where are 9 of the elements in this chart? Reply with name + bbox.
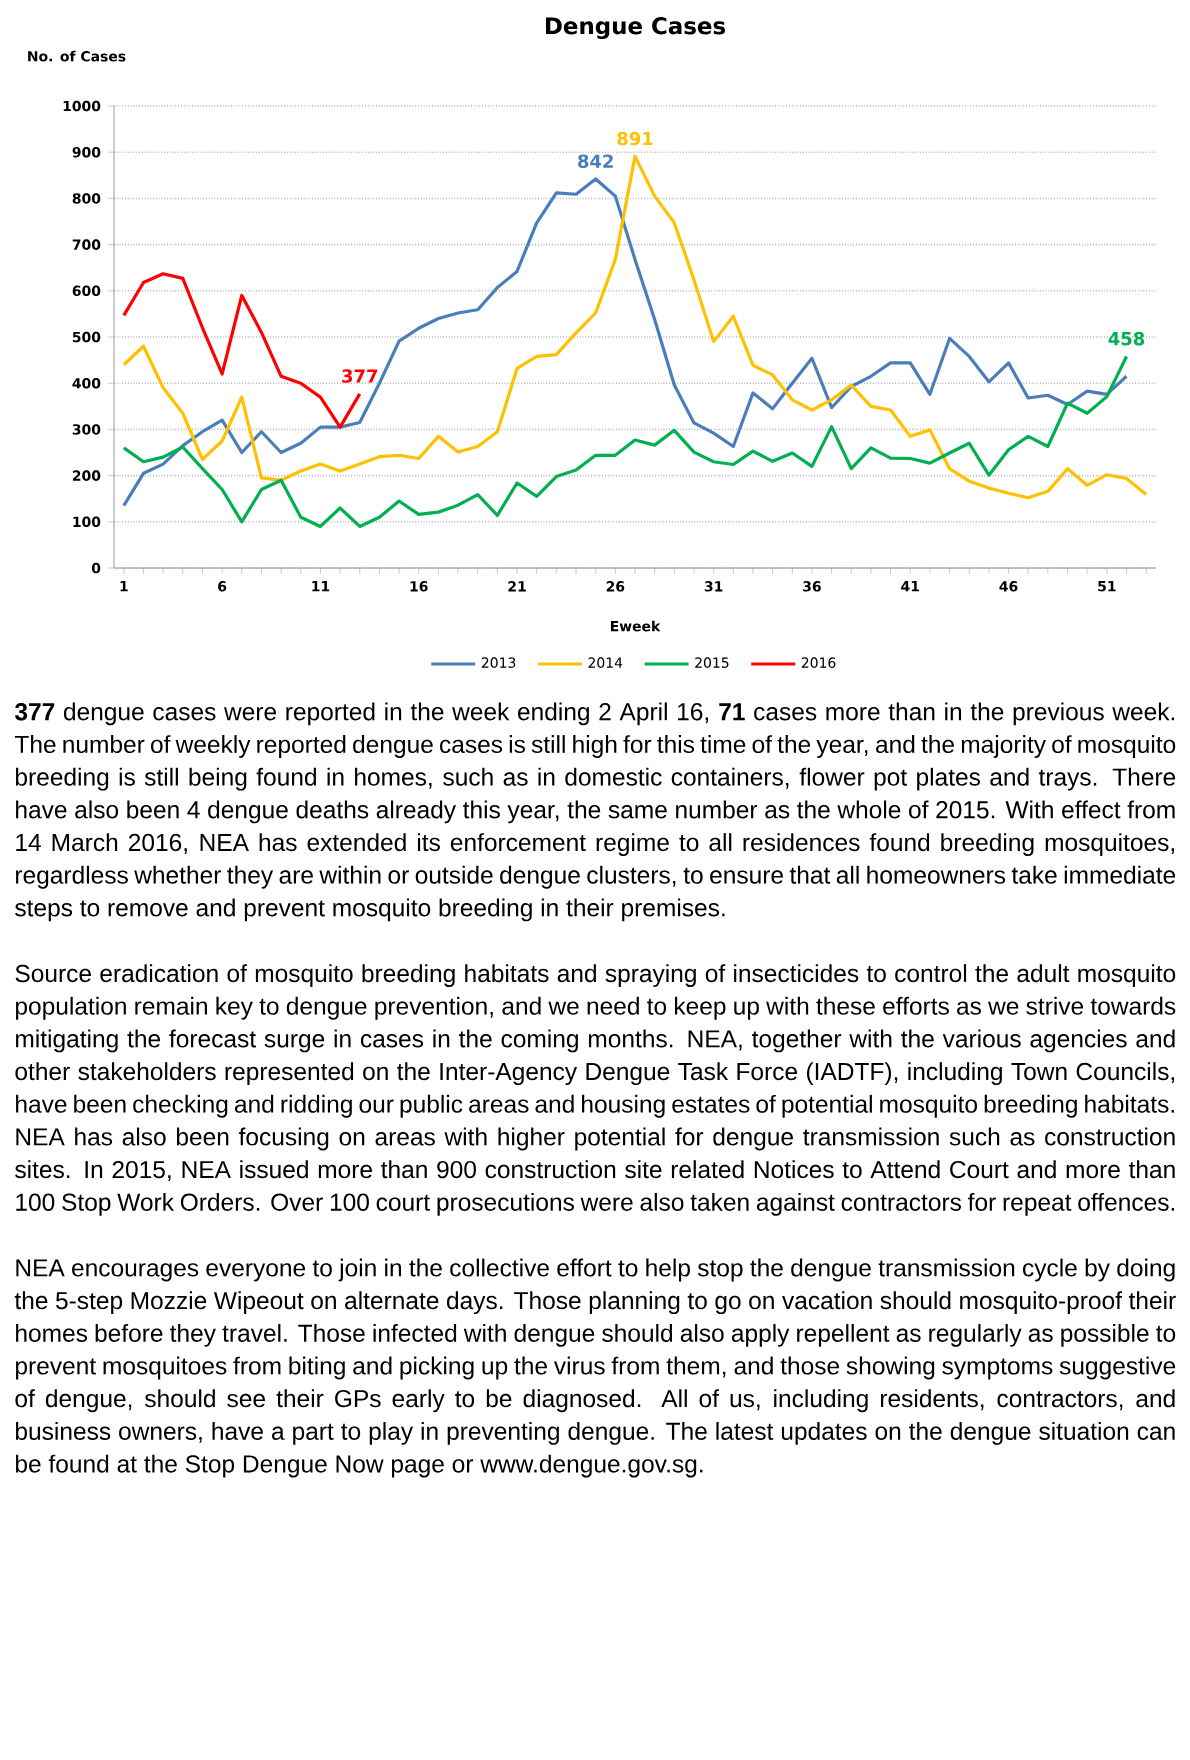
text: NEA encourages everyone to join in the collective effort to help stop the dengue transmission cycle by doing the 5-step Mozzie Wipeout on alternate days. Those planning to go on vacation should mosquito-proof their homes before they travel. Those infected with dengue should also apply repellent as regularly as possible to prevent mosquitoes from biting and picking up the virus from them, and those showing symptoms suggestive of dengue, should see their GPs early to be diagnosed. All of us, including residents, contractors, and business owners, have a part to play in preventing dengue. The latest updates on the dengue situation can be found at the Stop Dengue Now page or www.dengue.gov.sg. <box>14 1258 1176 1478</box>
line-series <box>122 354 1129 529</box>
source-note: Source eradication of mosquito breeding habitats and spraying of insecticides to control the adult mosquito population remain key to dengue prevention, and we need to keep up with these efforts as we strive towards mitigating the forecast surge in cases in the coming months. NEA, together with the various agencies and other stakeholders represented on the Inter-Agency Dengue Task Force (IADTF), including Town Councils, have been checking and ridding our public areas and housing estates of potential mosquito breeding habitats. NEA has also been focusing on areas with higher potential for dengue transmission such as construction sites. In 2015, NEA issued more than 900 construction site related Notices to Attend Court and more than 100 Stop Work Orders. Over 100 court prosecutions were also taken against contractors for repeat offences. <box>15 964 1176 1216</box>
chart-title: Dengue Cases <box>545 17 726 40</box>
text: 377 dengue cases were reported in the week ending 2 April 16, 71 cases more than in the previous week. The number of weekly reported dengue cases is still high for this time of the year, and the majority of mosquito breeding is still being found in homes, such as in domestic containers, flower pot plates and trays. There have also been 4 dengue deaths already this year, the same number as the whole of 2015. With effect from 14 March 2016, NEA has extended its enforcement regime to all residences found breeding mosquitoes, regardless whether they are within or outside dengue clusters, to ensure that all homeowners take immediate steps to remove and prevent mosquito breeding in their premises. <box>14 702 1176 922</box>
data-label: 891 <box>617 131 653 146</box>
data-label: 377 <box>342 369 378 383</box>
data-label: 842 <box>578 154 613 168</box>
data-label: 458 <box>1108 331 1145 346</box>
